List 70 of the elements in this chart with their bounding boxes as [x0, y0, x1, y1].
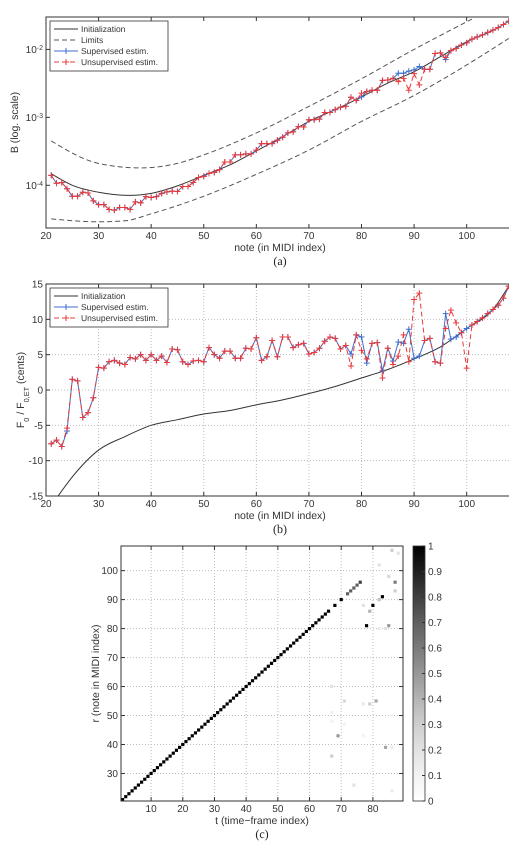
- legend-label: Limits: [81, 34, 104, 45]
- x-axis-title: note (in MIDI index): [234, 242, 326, 254]
- x-tick-label: 100: [458, 499, 476, 510]
- y-tick-label: -5: [34, 420, 44, 432]
- x-tick-label: 10: [146, 804, 158, 815]
- x-tick-label: 50: [272, 804, 284, 815]
- y-tick-label: 5: [37, 350, 44, 362]
- x-tick-label: 20: [177, 804, 189, 815]
- y-axis-title: r (note in MIDI index): [90, 624, 102, 723]
- legend-label: Unsupervised estim.: [81, 56, 158, 67]
- x-tick-label: 60: [304, 804, 316, 815]
- x-axis-title: note (in MIDI index): [234, 510, 326, 522]
- y-axis-title: B (log. scale): [9, 92, 21, 154]
- x-tick-label: 50: [198, 231, 210, 242]
- x-tick-label: 90: [408, 231, 420, 242]
- y-tick-label: 90: [106, 595, 118, 606]
- color-bar-label: 0.8: [428, 592, 442, 604]
- text: (b): [273, 522, 287, 536]
- legend-label: Supervised estim.: [81, 302, 149, 312]
- x-tick-label: 20: [40, 231, 52, 242]
- x-tick-label: 30: [93, 499, 105, 510]
- color-bar-label: 0.5: [428, 669, 442, 680]
- y-tick-label: 60: [106, 682, 118, 694]
- x-tick-label: 80: [356, 499, 368, 510]
- y-tick-label: 30: [106, 768, 118, 780]
- color-bar-label: 0.2: [428, 746, 442, 756]
- line-series: [50, 18, 472, 168]
- legend-label: Initialization: [81, 24, 126, 34]
- text: (c): [255, 827, 269, 841]
- color-bar-label: 0.1: [428, 771, 442, 782]
- x-tick-label: 50: [198, 499, 210, 510]
- x-tick-label: 90: [408, 499, 420, 510]
- y-tick-label: 15: [32, 280, 44, 290]
- y-tick-label: -10: [28, 456, 44, 468]
- legend-label: Initialization: [81, 290, 126, 301]
- x-tick-label: 60: [250, 231, 262, 242]
- color-bar-label: 0.6: [428, 644, 442, 654]
- y-tick-label: 80: [106, 624, 118, 636]
- text: (a): [273, 254, 287, 268]
- y-tick-label: 10$^{-4}$: [26, 180, 44, 192]
- x-tick-label: 70: [336, 804, 348, 815]
- x-tick-label: 70: [303, 499, 315, 510]
- x-tick-label: 70: [303, 231, 315, 242]
- y-tick-label: 10$^{-3}$: [26, 112, 44, 124]
- color-bar-label: 1: [428, 542, 434, 552]
- x-tick-label: 80: [356, 231, 368, 242]
- x-axis-title: t (time−frame index): [215, 815, 309, 827]
- color-bar-label: 0.7: [428, 618, 442, 629]
- x-tick-label: 40: [240, 804, 252, 815]
- x-tick-label: 40: [146, 499, 158, 510]
- y-tick-label: 50: [106, 711, 118, 722]
- legend-label: Supervised estim.: [81, 46, 149, 56]
- color-bar-label: 0.4: [428, 694, 442, 706]
- y-tick-label: 10: [32, 314, 44, 326]
- x-tick-label: 100: [458, 231, 476, 242]
- y-tick-label: 40: [106, 740, 118, 751]
- x-tick-label: 30: [208, 804, 220, 815]
- color-bar-label: 0.3: [428, 720, 442, 731]
- x-tick-label: 80: [367, 804, 379, 815]
- y-tick-label: 70: [106, 653, 118, 664]
- x-tick-label: 20: [40, 499, 52, 510]
- y-tick-label: 10$^{-2}$: [26, 44, 44, 56]
- y-tick-label: 100: [101, 566, 118, 578]
- color-bar-label: 0.9: [428, 567, 442, 578]
- x-tick-label: 40: [146, 231, 158, 242]
- y-tick-label: 0: [37, 386, 44, 396]
- x-tick-label: 60: [250, 499, 262, 510]
- x-tick-label: 30: [93, 231, 105, 242]
- color-bar-label: 0: [428, 796, 434, 808]
- legend-label: Unsupervised estim.: [81, 312, 158, 323]
